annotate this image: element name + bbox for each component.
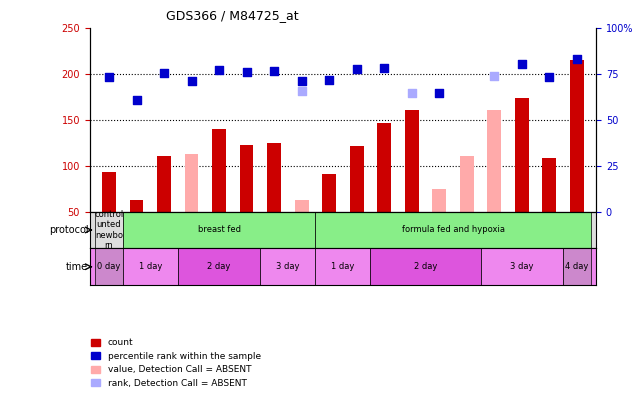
Point [159, 70, 169, 76]
Text: time: time [66, 262, 88, 272]
Bar [405, 110, 419, 211]
Point [379, 65, 389, 71]
Bar [96, 248, 123, 285]
Bar [542, 158, 556, 211]
Bar [123, 248, 178, 285]
Text: 3 day: 3 day [276, 262, 299, 271]
Point [406, 90, 417, 96]
Point [489, 73, 499, 80]
Bar [315, 248, 370, 285]
Bar [515, 97, 529, 211]
Bar [240, 145, 253, 211]
Bar [185, 154, 199, 211]
Bar [260, 248, 315, 285]
Bar [378, 123, 391, 211]
Bar [350, 146, 363, 211]
Text: 3 day: 3 day [510, 262, 533, 271]
Bar [370, 248, 481, 285]
Bar [295, 200, 308, 211]
Point [214, 67, 224, 73]
Bar [123, 211, 315, 248]
Point [104, 74, 114, 80]
Bar [487, 110, 501, 211]
Text: 0 day: 0 day [97, 262, 121, 271]
Bar [157, 156, 171, 211]
Text: control
unted
newbo
rn: control unted newbo rn [94, 210, 124, 250]
Text: breast fed: breast fed [197, 225, 240, 234]
Point [517, 61, 527, 68]
Point [242, 69, 252, 75]
Text: 2 day: 2 day [414, 262, 437, 271]
Text: 1 day: 1 day [138, 262, 162, 271]
Bar [178, 248, 260, 285]
Bar [433, 188, 446, 211]
Point [297, 78, 307, 84]
Point [131, 97, 142, 103]
Bar [96, 211, 123, 248]
Bar [129, 200, 144, 211]
Point [324, 77, 335, 83]
Text: formula fed and hypoxia: formula fed and hypoxia [401, 225, 504, 234]
Bar [315, 211, 590, 248]
Text: GDS366 / M84725_at: GDS366 / M84725_at [166, 10, 298, 23]
Text: 4 day: 4 day [565, 262, 588, 271]
Bar [212, 129, 226, 211]
Bar [563, 248, 590, 285]
Point [269, 68, 279, 74]
Text: 1 day: 1 day [331, 262, 354, 271]
Point [544, 74, 554, 80]
Point [297, 88, 307, 94]
Bar [267, 143, 281, 211]
Bar [570, 60, 584, 211]
Point [434, 90, 444, 96]
Bar [322, 174, 336, 211]
Bar [481, 248, 563, 285]
Point [351, 66, 362, 72]
Bar [460, 156, 474, 211]
Legend: count, percentile rank within the sample, value, Detection Call = ABSENT, rank, : count, percentile rank within the sample… [88, 335, 265, 392]
Point [572, 56, 582, 62]
Text: 2 day: 2 day [208, 262, 231, 271]
Bar [102, 172, 116, 211]
Text: protocol: protocol [49, 225, 88, 235]
Point [187, 78, 197, 84]
